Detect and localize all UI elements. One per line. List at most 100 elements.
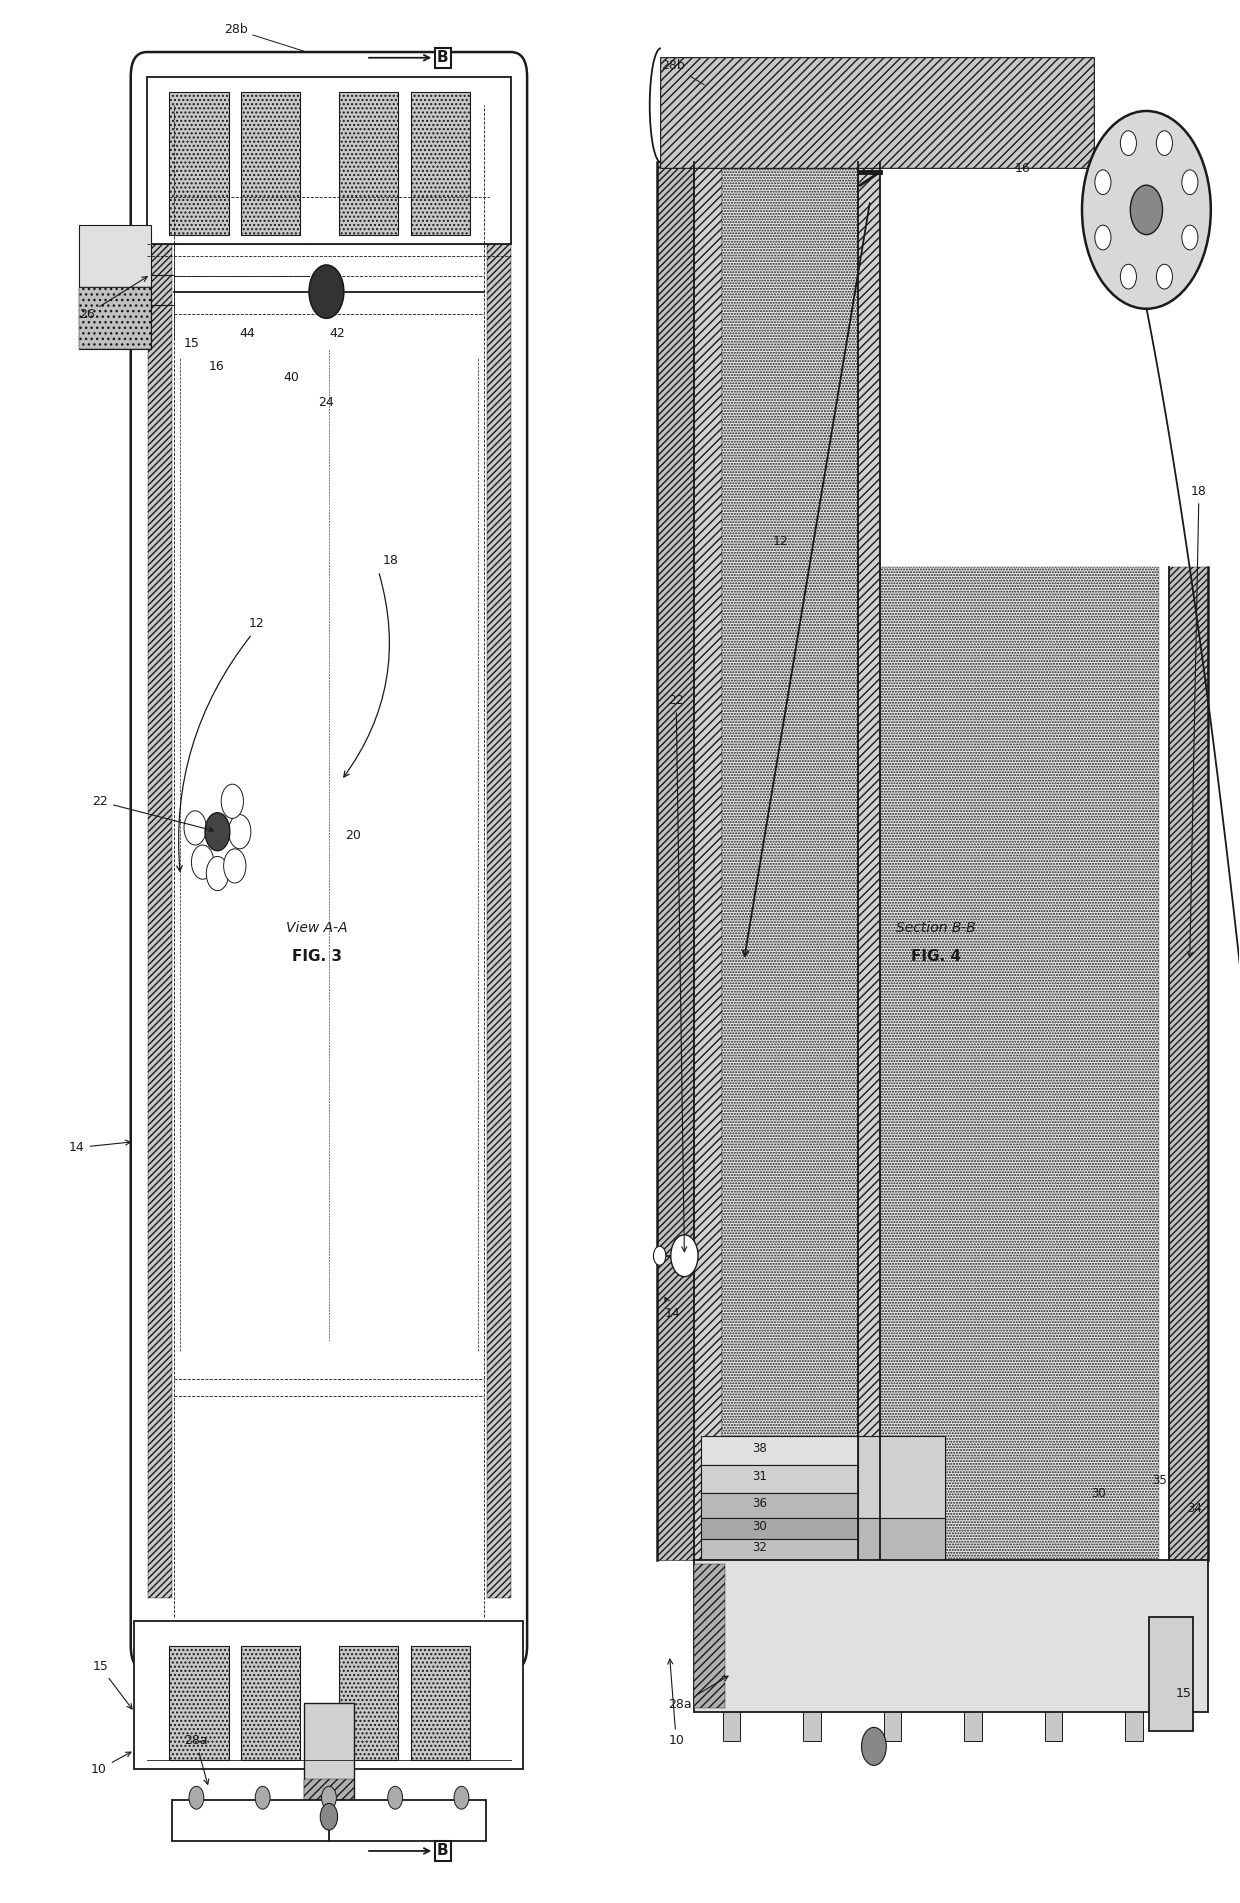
Circle shape [221, 784, 243, 818]
Text: 24: 24 [317, 396, 334, 409]
Text: FIG. 4: FIG. 4 [911, 950, 961, 965]
Bar [146, 76, 511, 244]
Bar [1045, 1699, 1063, 1741]
Bar [884, 1699, 901, 1741]
Circle shape [862, 1728, 887, 1766]
Circle shape [223, 849, 246, 883]
Bar [694, 1564, 725, 1709]
Bar [241, 91, 300, 234]
Bar [169, 1646, 228, 1760]
Bar [858, 1437, 945, 1519]
Text: 10: 10 [91, 1753, 131, 1775]
Bar [661, 57, 1095, 167]
Text: 14: 14 [665, 1298, 681, 1319]
Circle shape [1121, 265, 1136, 289]
Bar [241, 91, 300, 234]
Bar [694, 162, 722, 1560]
Text: 15: 15 [1176, 1686, 1192, 1699]
Text: FIG. 3: FIG. 3 [291, 950, 341, 965]
Bar [304, 1703, 353, 1808]
Circle shape [184, 811, 206, 845]
Text: View A-A: View A-A [285, 921, 347, 936]
Text: 15: 15 [184, 337, 200, 350]
Text: 30: 30 [1091, 1488, 1105, 1500]
Circle shape [1095, 169, 1111, 194]
Circle shape [188, 1787, 203, 1810]
Bar [410, 91, 470, 234]
Text: 44: 44 [239, 327, 255, 341]
Circle shape [1182, 225, 1198, 249]
Bar [1130, 156, 1164, 247]
Text: 16: 16 [1016, 162, 1030, 175]
Bar [339, 91, 398, 234]
Text: 42: 42 [329, 327, 345, 341]
Bar [723, 1699, 740, 1741]
Bar [661, 57, 1095, 167]
Bar [657, 162, 694, 1560]
Text: 15: 15 [1166, 285, 1180, 299]
Text: 35: 35 [1153, 1475, 1167, 1486]
Bar [169, 91, 228, 234]
Circle shape [388, 1787, 403, 1810]
Text: 14: 14 [68, 1140, 130, 1153]
Text: 28b: 28b [223, 23, 304, 51]
Bar [1126, 1699, 1143, 1741]
Bar [965, 1699, 982, 1741]
Circle shape [255, 1787, 270, 1810]
Circle shape [321, 1787, 336, 1810]
Text: 10: 10 [668, 1659, 684, 1747]
Circle shape [1131, 185, 1163, 234]
Text: 31: 31 [753, 1471, 768, 1482]
Circle shape [206, 856, 228, 891]
Bar [701, 1465, 858, 1494]
Bar [304, 1779, 353, 1808]
Bar [410, 1646, 470, 1760]
Circle shape [1157, 265, 1173, 289]
Circle shape [671, 1235, 698, 1277]
Bar [241, 1646, 300, 1760]
FancyBboxPatch shape [130, 51, 527, 1671]
Bar [169, 1646, 228, 1760]
Text: 42: 42 [1128, 167, 1143, 181]
Text: 26: 26 [78, 276, 148, 322]
Bar [858, 162, 880, 1560]
Bar [1169, 567, 1208, 1560]
Circle shape [320, 1804, 337, 1831]
Text: 12: 12 [248, 617, 264, 630]
Circle shape [1083, 110, 1210, 308]
Bar [880, 567, 1159, 1560]
Text: B: B [436, 1844, 449, 1859]
Text: B: B [436, 49, 449, 65]
Bar [1130, 156, 1164, 247]
Circle shape [228, 814, 250, 849]
Text: 22: 22 [92, 795, 213, 832]
Circle shape [454, 1787, 469, 1810]
Circle shape [191, 845, 213, 879]
Text: 22: 22 [668, 695, 687, 1252]
Bar [339, 91, 398, 234]
Text: 40: 40 [283, 371, 299, 384]
Text: 18: 18 [382, 554, 398, 567]
Text: 18: 18 [1188, 485, 1207, 957]
Bar [410, 1646, 470, 1760]
Text: 28a: 28a [184, 1734, 208, 1785]
Text: 28a: 28a [668, 1677, 728, 1711]
Bar [339, 1646, 398, 1760]
Bar [1149, 1618, 1193, 1732]
Text: Section B-B: Section B-B [897, 921, 976, 936]
Bar [701, 1540, 858, 1560]
Text: 38: 38 [753, 1442, 768, 1454]
Circle shape [1182, 169, 1198, 194]
Text: 34: 34 [1187, 1503, 1202, 1515]
Bar [169, 91, 228, 234]
Text: 12: 12 [773, 535, 789, 548]
Bar [694, 1560, 1208, 1713]
Bar [487, 124, 511, 1599]
Circle shape [1157, 131, 1173, 156]
Bar [701, 1437, 858, 1465]
Bar [410, 91, 470, 234]
Bar [722, 162, 858, 1560]
Text: 36: 36 [753, 1498, 768, 1509]
Circle shape [309, 265, 343, 318]
Text: 44: 44 [1158, 129, 1173, 143]
